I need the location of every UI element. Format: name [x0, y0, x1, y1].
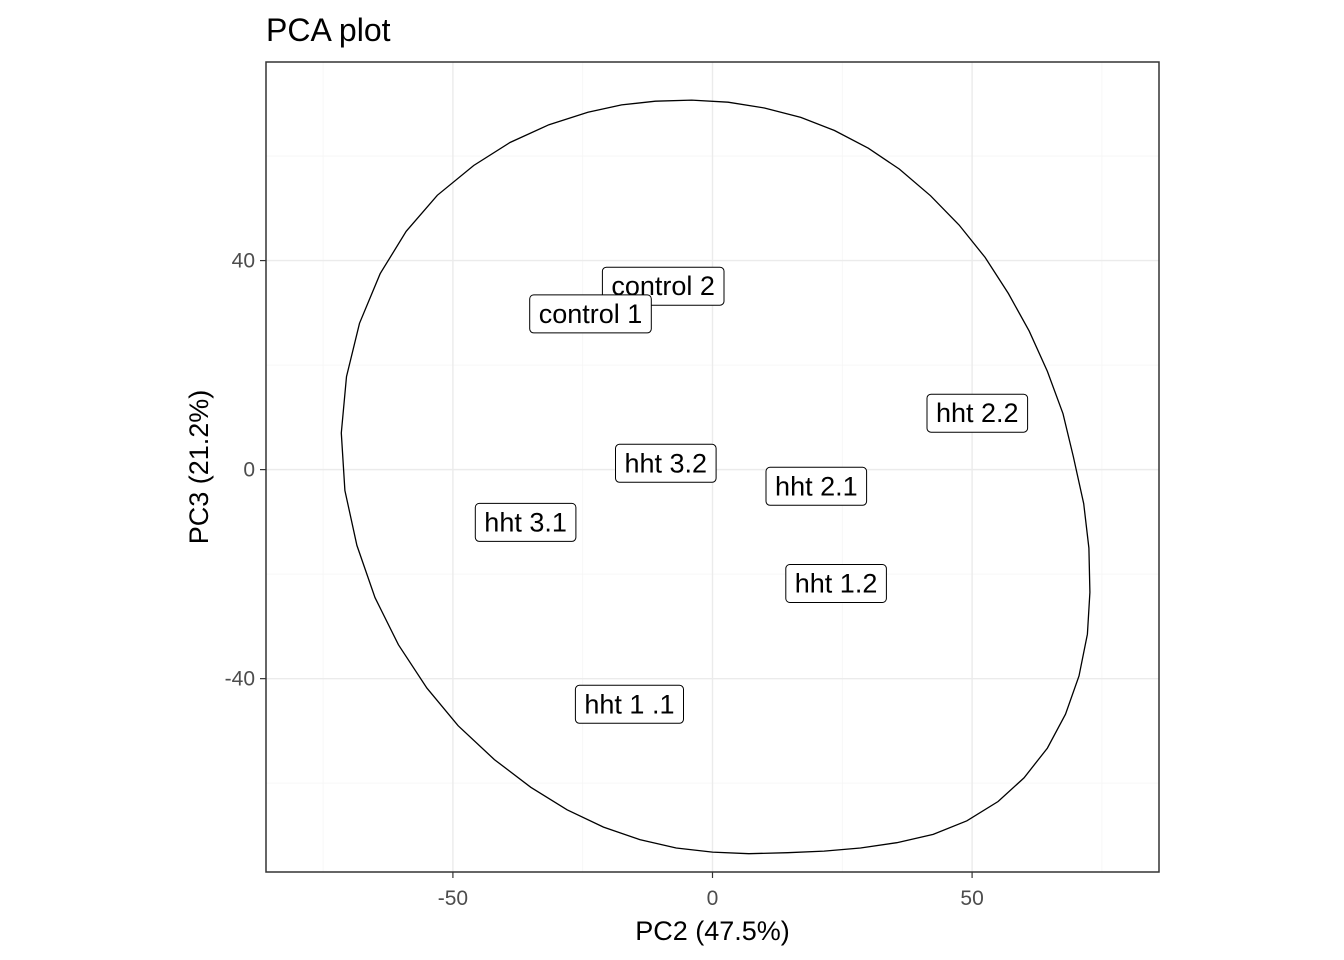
sample-label-box — [926, 393, 1029, 433]
chart-title: PCA plot — [266, 12, 391, 48]
sample-label: control 1 — [529, 294, 652, 334]
sample-label: hht 3.2 — [615, 443, 717, 483]
sample-label-box — [785, 564, 887, 603]
y-tick-label: -40 — [225, 668, 255, 691]
sample-label: hht 3.1 — [474, 502, 577, 542]
x-tick-label: -50 — [438, 887, 468, 910]
sample-label: hht 2.2 — [926, 393, 1029, 433]
sample-label-text: hht 2.1 — [775, 471, 858, 501]
sample-label: hht 1.2 — [785, 564, 887, 603]
x-axis-title: PC2 (47.5%) — [635, 916, 790, 946]
confidence-ellipse — [340, 99, 1091, 855]
sample-label-text: hht 3.1 — [484, 507, 567, 537]
sample-label-text: control 1 — [539, 299, 643, 329]
confidence-ellipse-layer — [340, 99, 1091, 855]
y-axis: -40 0 40 — [225, 250, 266, 691]
sample-label: hht 2.1 — [765, 466, 868, 506]
sample-label: hht 1 .1 — [574, 684, 685, 724]
y-tick-label: 0 — [243, 459, 255, 482]
x-tick-label: 50 — [960, 887, 983, 910]
sample-label-text: hht 2.2 — [936, 398, 1019, 428]
sample-label-text: hht 3.2 — [624, 448, 707, 478]
sample-label-text: hht 1 .1 — [584, 689, 674, 719]
x-axis: -50 0 50 — [438, 872, 984, 910]
sample-label-box — [615, 443, 717, 483]
y-tick-label: 40 — [232, 250, 255, 273]
sample-label-box — [529, 294, 652, 334]
sample-label-text: hht 1.2 — [795, 569, 878, 599]
x-tick-label: 0 — [707, 887, 719, 910]
sample-label-box — [765, 466, 868, 506]
y-axis-title: PC3 (21.2%) — [184, 390, 214, 545]
sample-label-box — [574, 684, 685, 724]
sample-label-box — [474, 502, 577, 542]
